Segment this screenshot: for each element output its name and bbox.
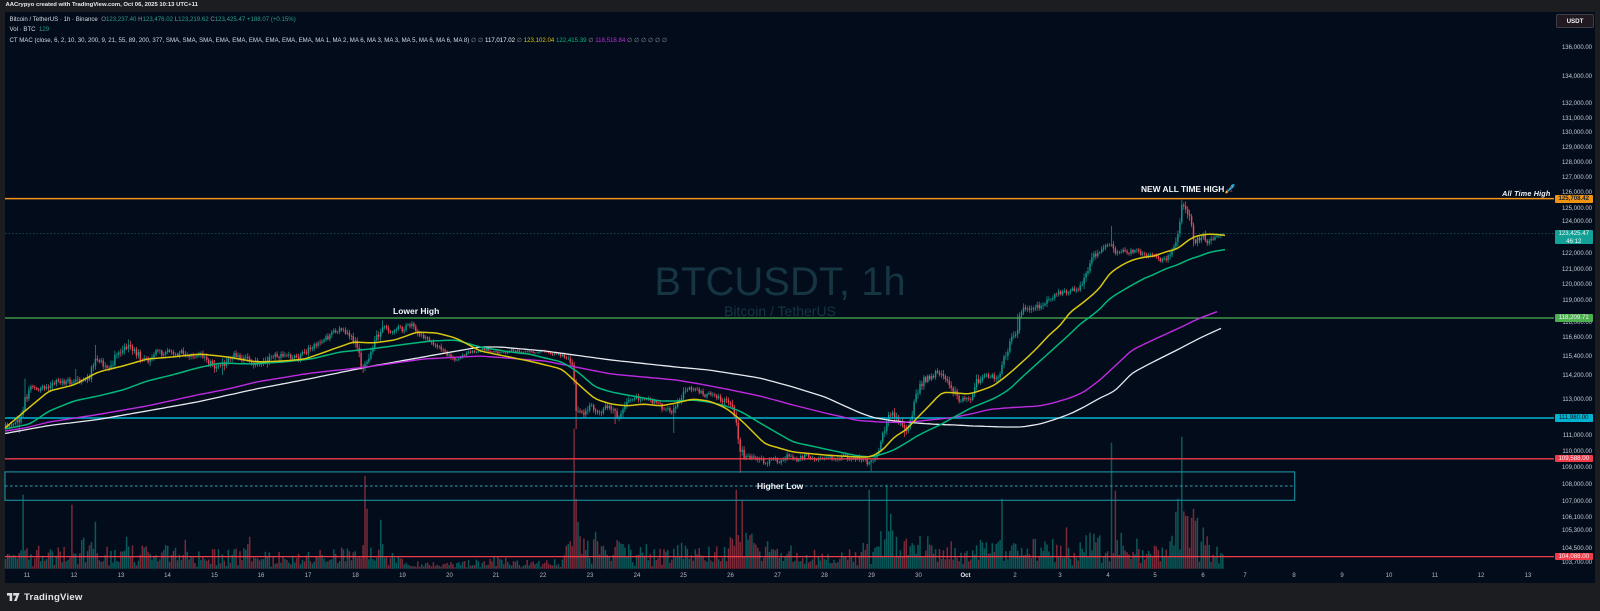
svg-text:Bitcoin / TetherUS: Bitcoin / TetherUS <box>724 303 836 319</box>
svg-text:BTCUSDT, 1h: BTCUSDT, 1h <box>654 260 905 304</box>
